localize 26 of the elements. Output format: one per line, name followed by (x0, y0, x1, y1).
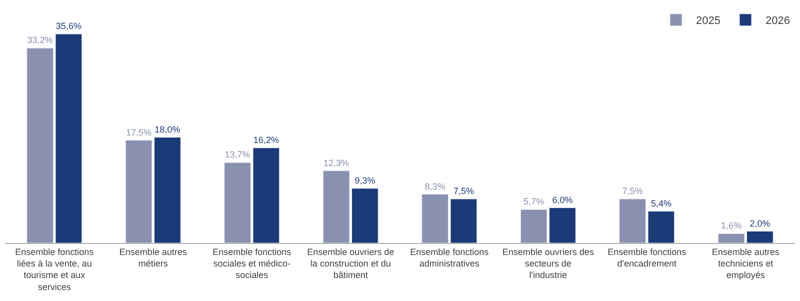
data-label: 17,5% (126, 127, 152, 138)
legend-label: 2025 (696, 15, 720, 28)
data-label: 12,3% (324, 158, 350, 168)
data-label: 9,3% (354, 175, 376, 186)
legend-label: 2026 (765, 15, 790, 28)
data-label: 5,7% (524, 196, 544, 207)
x-tick-label: Ensemble autres techniciens et employés (712, 246, 780, 280)
x-tick-label: Ensemble autres métiers (119, 246, 188, 268)
data-label: 33,2% (27, 35, 53, 46)
data-label: 16,2% (253, 134, 279, 145)
data-label: 2,0% (750, 218, 770, 228)
x-tick-label: Ensemble fonctions sociales et médico-sociales (212, 246, 292, 280)
x-tick-label: Ensemble fonctions administratives (410, 246, 490, 268)
data-label: 13,7% (224, 150, 250, 160)
data-label: 35,6% (56, 21, 82, 31)
x-tick-label: Ensemble fonctions d'encadrement (608, 246, 687, 268)
x-tick-label: Ensemble fonctions liées à la vente, au tourisme et aux services (15, 246, 94, 292)
data-label: 6,0% (552, 194, 573, 205)
x-tick-label: Ensemble ouvriers de la construction et du bâtiment (307, 246, 394, 280)
data-label: 5,4% (650, 198, 672, 208)
data-label: 18,0% (154, 124, 180, 134)
data-label: 8,3% (424, 181, 446, 192)
data-label: 1,6% (721, 220, 742, 231)
data-label: 7,5% (622, 186, 643, 196)
data-label: 7,5% (453, 186, 474, 196)
x-tick-label: Ensemble ouvriers des secteurs de l'industrie (502, 246, 594, 280)
